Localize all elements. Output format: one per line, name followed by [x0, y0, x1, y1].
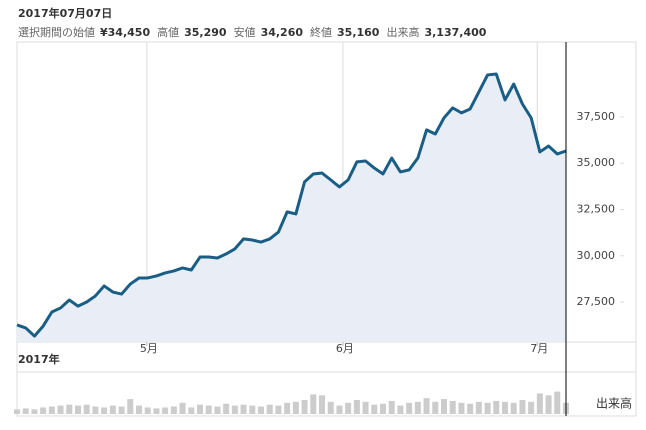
stat-label: 出来高 [386, 25, 419, 39]
volume-bar [319, 395, 325, 414]
volume-bar [179, 402, 186, 414]
stat-value: ¥34,450 [100, 26, 150, 39]
volume-bar [40, 407, 47, 414]
volume-bar [458, 402, 465, 414]
stat-value: 35,290 [184, 26, 227, 39]
volume-bar [414, 401, 421, 414]
volume-bar [467, 403, 474, 414]
volume-bar [231, 405, 238, 414]
volume-bar [519, 400, 526, 414]
volume-bar [205, 405, 212, 414]
volume-bar [345, 402, 352, 414]
stat-label: 高値 [157, 25, 179, 39]
volume-bar [484, 402, 491, 414]
stat-label: 選択期間の始値 [18, 25, 95, 39]
volume-bar [397, 405, 404, 414]
volume-bar [493, 400, 500, 414]
volume-bar [197, 404, 203, 414]
stat-value: 34,260 [261, 26, 304, 39]
y-tick-label: 37,500 [577, 110, 616, 123]
volume-bar [31, 409, 38, 414]
volume-bar [240, 404, 247, 414]
volume-bar [66, 404, 73, 414]
volume-bar [536, 393, 543, 414]
volume-bar [545, 395, 552, 414]
volume-bar [75, 405, 81, 414]
volume-bar [554, 391, 561, 414]
volume-bar [441, 399, 447, 414]
volume-bar [214, 406, 221, 414]
date: 2017年07月07日 [18, 6, 112, 20]
volume-bar [153, 408, 160, 414]
volume-bar [388, 400, 395, 414]
volume-bar [310, 394, 317, 414]
area [17, 74, 566, 342]
stat-label: 安値 [234, 25, 256, 39]
volume-bar [223, 403, 230, 414]
volume-bar [101, 407, 108, 414]
y-tick-label: 32,500 [577, 202, 616, 215]
volume-bar [188, 407, 195, 414]
x-tick-label: 5月 [140, 342, 158, 355]
volume-bar [502, 401, 508, 414]
volume-frame [16, 371, 637, 417]
volume-bar [92, 406, 99, 414]
volume-bar [109, 405, 116, 414]
volume-bar [83, 404, 90, 414]
volume-bar [14, 409, 20, 414]
x-axis-year: 2017年 [18, 352, 60, 366]
volume-bar [528, 401, 535, 414]
volume-bar [380, 403, 386, 414]
volume-bar [284, 402, 291, 414]
volume-bar [475, 401, 482, 414]
volume-bar [432, 401, 439, 414]
volume-bar [249, 405, 256, 414]
volume-bar [301, 400, 308, 414]
volume-bar [127, 399, 134, 414]
volume-bar [510, 402, 517, 414]
stat-label: 終値 [310, 25, 332, 39]
volume-bar [362, 401, 369, 414]
volume-bar [371, 404, 378, 414]
volume-label: 出来高 [596, 396, 632, 411]
volume-bar [48, 406, 55, 414]
volume-bar [336, 405, 343, 414]
price-line [16, 72, 567, 338]
volume-bar [22, 408, 29, 414]
volume-bar [162, 407, 169, 414]
volume-bar [449, 400, 456, 414]
volume-bar [258, 406, 264, 414]
volume-bar [136, 405, 142, 414]
volume-bar [118, 406, 125, 414]
volume-bar [144, 407, 151, 414]
volume-bar [266, 404, 273, 414]
y-tick-label: 30,000 [577, 249, 616, 262]
volume-bar [170, 406, 177, 414]
axis-frame [16, 341, 637, 373]
x-tick-label: 6月 [336, 342, 354, 355]
stat-value: 35,160 [337, 26, 380, 39]
volume-bar [292, 401, 299, 414]
volume-bar [327, 401, 334, 414]
stat-value: 3,137,400 [424, 26, 486, 39]
stats: 選択期間の始値 ¥34,450 高値 35,290 安値 34,260 終値 35,160 出来… [18, 25, 487, 39]
y-tick-label: 35,000 [577, 156, 616, 169]
x-tick-label: 7月 [530, 342, 548, 355]
volume-bar [406, 402, 413, 414]
volume-bar [57, 405, 64, 414]
volume-bar [353, 400, 360, 414]
volume-bar [423, 398, 430, 414]
volume-bar [275, 405, 282, 414]
y-tick-label: 27,500 [577, 295, 616, 308]
